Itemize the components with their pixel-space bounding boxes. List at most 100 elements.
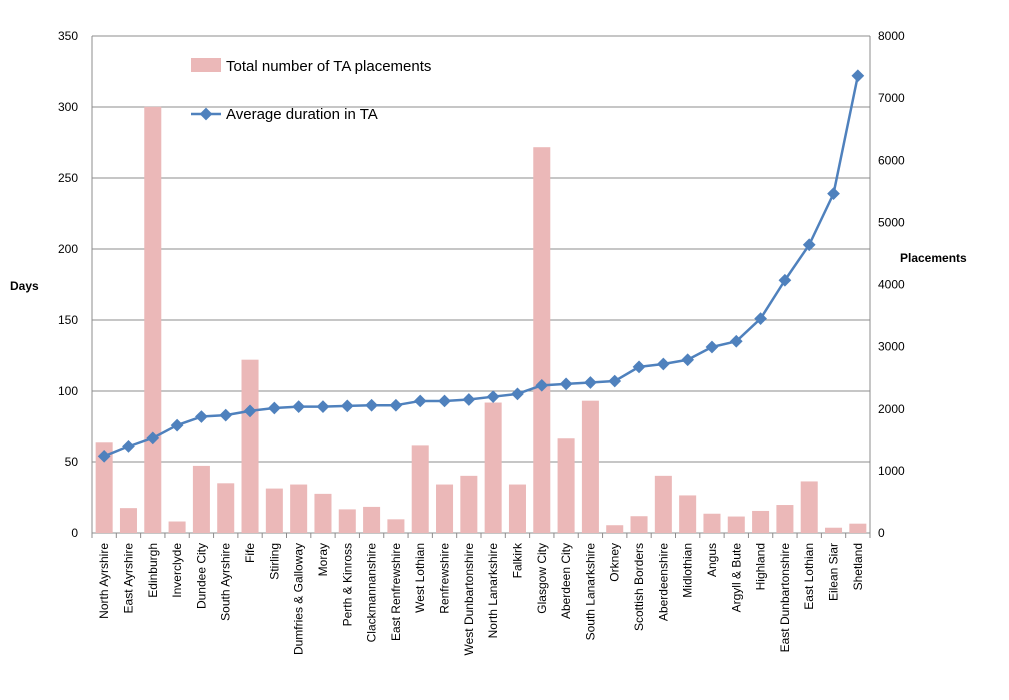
left-tick-label: 100 xyxy=(58,384,78,398)
bar xyxy=(557,438,575,533)
line-point xyxy=(413,394,427,408)
left-tick-label: 150 xyxy=(58,313,78,327)
category-label: Clackmannanshire xyxy=(365,543,379,643)
bar xyxy=(338,509,356,533)
bar xyxy=(800,481,818,533)
left-tick-label: 350 xyxy=(58,29,78,43)
duration-polyline xyxy=(103,75,860,458)
bar xyxy=(95,442,113,533)
bar xyxy=(630,516,648,533)
bar xyxy=(314,493,332,533)
bar xyxy=(581,400,599,533)
bar xyxy=(508,484,526,533)
line-point xyxy=(219,408,233,422)
bar xyxy=(241,359,259,533)
legend-bar-swatch xyxy=(191,58,221,72)
gridlines xyxy=(92,35,870,534)
bar xyxy=(606,525,624,533)
right-tick-label: 3000 xyxy=(878,340,905,354)
category-label: East Renfrewshire xyxy=(389,543,403,641)
category-label: Angus xyxy=(705,543,719,577)
category-label: East Lothian xyxy=(802,543,816,610)
line-point xyxy=(584,376,597,389)
bar xyxy=(727,516,745,533)
bar xyxy=(290,484,308,533)
bar xyxy=(533,147,551,534)
bar xyxy=(411,445,429,533)
line-point xyxy=(851,69,865,83)
left-tick-label: 300 xyxy=(58,100,78,114)
right-tick-label: 0 xyxy=(878,526,885,540)
bar xyxy=(363,506,381,533)
category-label: North Lanarkshire xyxy=(486,543,500,639)
left-axis-ticks: 0 50 100 150 200 250 300 350 xyxy=(58,29,78,540)
category-label: Aberdeen City xyxy=(559,543,573,619)
category-label: Perth & Kinross xyxy=(340,543,354,626)
line-point xyxy=(656,357,670,371)
category-label: Dundee City xyxy=(194,543,208,609)
legend-bar-label: Total number of TA placements xyxy=(226,58,431,75)
category-label: Argyll & Bute xyxy=(729,543,743,613)
right-tick-label: 6000 xyxy=(878,153,905,167)
line-point xyxy=(632,360,646,374)
line-point xyxy=(292,400,306,413)
bar xyxy=(849,523,867,533)
line-point xyxy=(486,390,500,404)
right-tick-label: 5000 xyxy=(878,215,905,229)
bar xyxy=(144,106,162,533)
line-point xyxy=(705,340,719,354)
legend-line-marker xyxy=(199,107,213,121)
placements-bars xyxy=(95,106,867,534)
bar xyxy=(460,475,478,533)
right-tick-label: 1000 xyxy=(878,464,905,478)
line-point xyxy=(243,404,257,418)
plot-area-frame xyxy=(91,36,871,538)
line-point xyxy=(559,377,573,391)
left-axis-title: Days xyxy=(10,279,39,293)
category-label: South Lanarkshire xyxy=(583,543,597,641)
right-tick-label: 8000 xyxy=(878,29,905,43)
right-axis-title: Placements xyxy=(900,251,967,265)
bar xyxy=(119,508,137,533)
category-label: Glasgow City xyxy=(535,543,549,614)
category-label: East Dunbartonshire xyxy=(778,543,792,653)
line-point xyxy=(146,431,160,445)
line-point xyxy=(170,418,184,432)
category-label: South Ayrshire xyxy=(219,543,233,621)
bar xyxy=(484,402,502,533)
category-label: Dumfries & Galloway xyxy=(292,543,306,655)
bar xyxy=(752,510,770,533)
legend-line-label: Average duration in TA xyxy=(226,106,378,123)
line-point xyxy=(267,401,281,415)
line-point xyxy=(365,398,378,412)
category-label: Stirling xyxy=(267,543,281,580)
category-labels: North Ayrshire East Ayrshire Edinburgh Inve… xyxy=(97,542,865,655)
line-point xyxy=(122,440,135,453)
category-label: Eilean Siar xyxy=(827,543,841,601)
line-point xyxy=(511,387,524,401)
category-label: Orkney xyxy=(608,543,622,582)
line-point xyxy=(827,187,840,200)
duration-line xyxy=(97,69,865,463)
left-tick-label: 250 xyxy=(58,171,78,185)
bar xyxy=(703,513,721,533)
bar xyxy=(168,521,186,533)
category-label: Scottish Borders xyxy=(632,543,646,631)
category-label: Fife xyxy=(243,543,257,563)
line-point xyxy=(195,410,208,423)
bar xyxy=(679,495,697,533)
bar xyxy=(776,505,794,533)
category-label: Aberdeenshire xyxy=(656,543,670,621)
line-point xyxy=(97,449,111,463)
bar xyxy=(825,527,843,533)
bar xyxy=(387,519,405,533)
category-label: Highland xyxy=(754,543,768,590)
category-label: Midlothian xyxy=(681,543,695,598)
bar xyxy=(436,484,454,533)
line-point xyxy=(681,353,695,367)
category-label: Inverclyde xyxy=(170,543,184,598)
left-tick-label: 0 xyxy=(71,526,78,540)
line-point xyxy=(462,393,476,406)
category-label: West Lothian xyxy=(413,543,427,613)
